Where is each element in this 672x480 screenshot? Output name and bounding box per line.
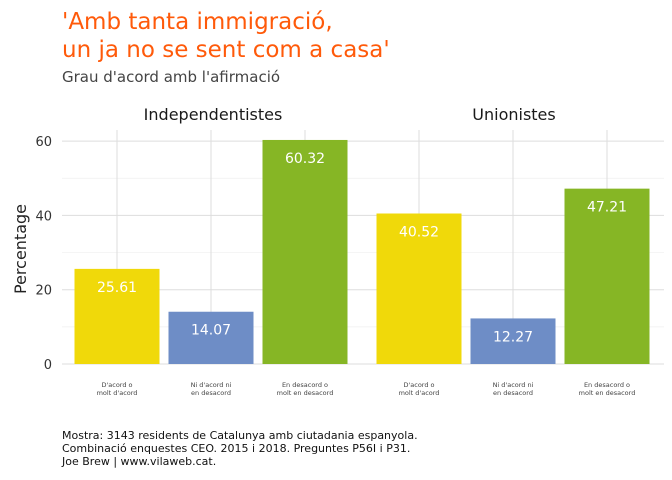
bar-value-label: 47.21 xyxy=(587,200,627,216)
chart-caption: Mostra: 3143 residents de Catalunya amb … xyxy=(62,429,418,468)
bar xyxy=(74,268,160,364)
chart-subtitle: Grau d'acord amb l'afirmació xyxy=(62,68,281,86)
bar-value-label: 40.52 xyxy=(399,224,439,240)
caption-line-3: Joe Brew | www.vilaweb.cat. xyxy=(62,455,217,468)
chart-title: 'Amb tanta immigració, un ja no se sent … xyxy=(62,8,390,64)
chart-title-line-2: un ja no se sent com a casa' xyxy=(62,37,390,63)
y-tick-label: 60 xyxy=(35,135,52,150)
x-tick-label: En desacord o xyxy=(282,381,328,389)
bar-value-label: 25.61 xyxy=(97,280,137,296)
bar xyxy=(376,213,462,364)
y-tick-label: 40 xyxy=(35,209,52,224)
y-tick-label: 20 xyxy=(35,284,52,299)
x-tick-label: molt d'acord xyxy=(399,389,440,397)
bar xyxy=(262,139,348,364)
x-tick-label: en desacord xyxy=(191,389,231,397)
x-tick-label: molt d'acord xyxy=(97,389,138,397)
caption-line-1: Mostra: 3143 residents de Catalunya amb … xyxy=(62,429,418,442)
facet-label: Unionistes xyxy=(472,105,555,124)
facet-label: Independentistes xyxy=(144,105,283,124)
faceted-bar-chart: 0 20 40 60 Percentage Independentistes 25.61 D'… xyxy=(11,105,664,397)
bar-value-label: 14.07 xyxy=(191,323,231,339)
y-axis-title: Percentage xyxy=(11,204,30,294)
bar xyxy=(168,311,254,364)
x-tick-label: D'acord o xyxy=(101,381,132,389)
x-tick-label: Ni d'acord ni xyxy=(191,381,232,389)
x-tick-label: Ni d'acord ni xyxy=(493,381,534,389)
x-tick-label: D'acord o xyxy=(403,381,434,389)
x-tick-label: En desacord o xyxy=(584,381,630,389)
x-tick-label: molt en desacord xyxy=(277,389,334,397)
x-tick-label: en desacord xyxy=(493,389,533,397)
bar xyxy=(564,188,650,364)
chart-title-line-1: 'Amb tanta immigració, xyxy=(62,9,333,35)
bar-value-label: 12.27 xyxy=(493,329,533,345)
caption-line-2: Combinació enquestes CEO. 2015 i 2018. P… xyxy=(62,442,411,455)
x-tick-label: molt en desacord xyxy=(579,389,636,397)
y-tick-label: 0 xyxy=(44,358,52,373)
bar-value-label: 60.32 xyxy=(285,151,325,167)
bar xyxy=(470,318,556,364)
